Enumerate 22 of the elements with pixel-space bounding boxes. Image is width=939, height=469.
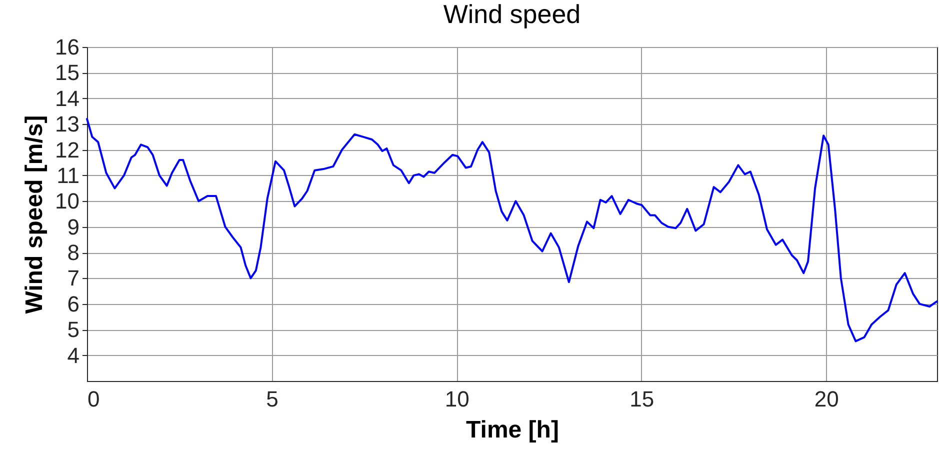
y-tick-label: 14 — [55, 86, 80, 111]
x-tick-label: 20 — [814, 386, 839, 412]
y-tick-label: 10 — [55, 188, 80, 214]
x-axis-title: Time [h] — [466, 416, 559, 444]
x-tick-label: 10 — [444, 386, 470, 412]
y-tick-label: 13 — [55, 112, 80, 137]
y-tick-label: 9 — [67, 214, 80, 240]
y-tick-label: 11 — [56, 162, 80, 188]
y-tick-label: 7 — [67, 266, 80, 291]
y-tick-label: 8 — [67, 240, 80, 266]
y-axis-title: Wind speed [m/s] — [21, 115, 48, 314]
y-tick-label: 6 — [67, 291, 80, 316]
x-tick-label: 15 — [630, 386, 654, 412]
y-tick-label: 4 — [67, 342, 80, 368]
y-tick-label: 15 — [55, 60, 80, 86]
y-tick-label: 12 — [55, 137, 80, 162]
y-tick-label: 5 — [67, 317, 80, 342]
chart-title: Wind speed — [443, 0, 581, 29]
x-tick-label: 0 — [88, 386, 100, 412]
x-tick-label: 5 — [266, 386, 278, 412]
y-tick-label: 16 — [55, 34, 80, 60]
line-series — [86, 118, 938, 342]
